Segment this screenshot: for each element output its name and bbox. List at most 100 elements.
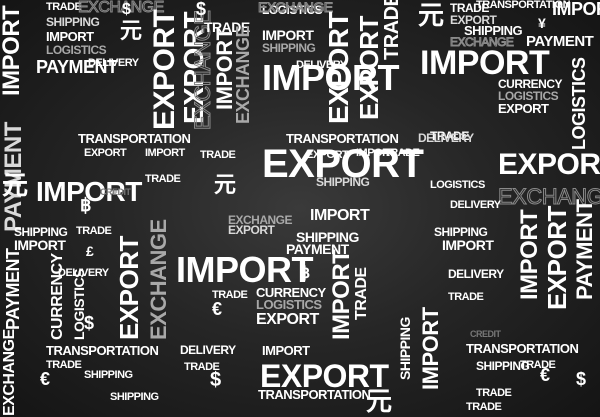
word-export: EXPORT xyxy=(450,13,497,27)
word-exchange: EXCHANGE xyxy=(233,25,253,124)
word-trade: TRADE xyxy=(200,149,236,161)
word-export: EXPORT xyxy=(260,358,389,394)
symbol-yen: ¥ xyxy=(538,15,546,31)
word-logistics: LOGISTICS xyxy=(256,297,322,312)
word-payment: PAYMENT xyxy=(3,248,23,330)
word-logistics: LOGISTICS xyxy=(569,57,589,150)
word-shipping: SHIPPING xyxy=(316,175,370,189)
word-trade: TRADE xyxy=(76,225,112,237)
symbol-euro: € xyxy=(40,369,50,389)
word-trade: TRADE xyxy=(381,0,403,60)
word-trade: TRADE xyxy=(145,173,181,185)
word-shipping: SHIPPING xyxy=(434,225,488,239)
word-payment: PAYMENT xyxy=(286,241,349,257)
word-import: IMPORT xyxy=(328,249,355,340)
word-trade: TRADE xyxy=(46,1,82,13)
word-delivery: DELIVERY xyxy=(418,131,474,145)
word-exchange: EXCHANGE xyxy=(146,219,171,340)
symbol-dollar: $ xyxy=(576,369,586,389)
symbol-yuan: 元 xyxy=(2,170,28,200)
word-currency: CURRENCY xyxy=(498,77,563,91)
symbol-pound: £ xyxy=(86,243,94,259)
word-currency: CURRENCY xyxy=(49,253,66,340)
word-shipping: SHIPPING xyxy=(84,369,133,381)
word-trade: TRADE xyxy=(476,387,512,399)
symbol-yuan: 元 xyxy=(120,18,142,43)
symbol-baht: ฿ xyxy=(300,265,310,282)
word-import: IMPORT xyxy=(145,147,185,159)
word-payment: PAYMENT xyxy=(36,57,118,77)
word-delivery: DELIVERY xyxy=(58,267,109,279)
word-export: EXPORT xyxy=(84,147,127,159)
word-logistics: LOGISTICS xyxy=(498,89,559,103)
word-transportation: TRANSPORTATION xyxy=(78,131,191,146)
symbol-dollar: $ xyxy=(84,313,94,333)
word-transportation: TRANSPORTATION xyxy=(258,387,371,402)
word-import: IMPORT xyxy=(356,147,396,159)
symbol-euro: € xyxy=(540,365,550,385)
word-credit: CREDIT xyxy=(470,329,501,339)
word-import: IMPORT xyxy=(442,237,494,253)
word-exchange: EXCHANGE xyxy=(497,184,600,209)
word-trade: TRADE xyxy=(212,289,248,301)
word-trade: TRADE xyxy=(353,267,370,320)
word-transportation: TRANSPORTATION xyxy=(466,341,579,356)
word-import: IMPORT xyxy=(46,29,94,44)
word-export: EXPORT xyxy=(498,101,549,116)
word-export: EXPORT xyxy=(498,148,600,181)
word-export: EXPORT xyxy=(262,142,424,186)
word-transportation: TRANSPORTATION xyxy=(46,343,159,358)
word-trade: TRADE xyxy=(184,361,220,373)
word-shipping: SHIPPING xyxy=(476,359,530,373)
word-export: EXPORT xyxy=(228,223,275,237)
word-shipping: SHIPPING xyxy=(46,15,100,29)
word-delivery: DELIVERY xyxy=(450,199,501,211)
word-export: EXPORT xyxy=(306,149,349,161)
word-import: IMPORT xyxy=(36,176,142,207)
word-logistics: LOGISTICS xyxy=(430,179,485,191)
word-payment: PAYMENT xyxy=(526,33,594,50)
word-exchange: EXCHANGE xyxy=(1,329,18,416)
word-delivery: DELIVERY xyxy=(180,343,236,357)
symbol-yuan: 元 xyxy=(366,386,392,416)
word-trade: TRADE xyxy=(46,359,82,371)
symbol-dollar: $ xyxy=(196,0,206,19)
symbol-yuan: 元 xyxy=(214,172,236,197)
word-trade: TRADE xyxy=(466,401,502,413)
word-import: IMPORT xyxy=(310,207,370,224)
word-import: IMPORT xyxy=(0,5,25,96)
word-trade: TRADE xyxy=(384,147,420,159)
symbol-baht: ฿ xyxy=(80,195,91,215)
word-exchange: EXCHANGE xyxy=(78,0,165,16)
word-export: EXPORT xyxy=(148,9,181,130)
word-import: IMPORT xyxy=(176,249,314,290)
word-transportation: TRANSPORTATION xyxy=(476,0,571,11)
word-import: IMPORT xyxy=(262,343,310,358)
word-trade: TRADE xyxy=(450,1,489,15)
word-shipping: SHIPPING xyxy=(397,317,413,380)
word-shipping: SHIPPING xyxy=(296,229,359,245)
word-import: IMPORT xyxy=(262,27,314,43)
word-exchange: EXCHANGE xyxy=(449,35,514,49)
symbol-yuan: 元 xyxy=(418,0,444,30)
word-shipping: SHIPPING xyxy=(110,391,159,403)
word-trade: TRADE xyxy=(448,291,484,303)
word-shipping: SHIPPING xyxy=(14,225,68,239)
word-delivery: DELIVERY xyxy=(448,267,504,281)
word-logistics: LOGISTICS xyxy=(262,3,323,17)
word-import: IMPORT xyxy=(418,307,443,390)
word-trade: TRADE xyxy=(430,129,469,143)
word-delivery: DELIVERY xyxy=(88,57,139,69)
word-transportation: TRANSPORTATION xyxy=(286,131,399,146)
word-logistics: LOGISTICS xyxy=(46,43,107,57)
word-export: EXPORT xyxy=(256,311,319,328)
symbol-dollar: $ xyxy=(210,369,221,391)
word-shipping: SHIPPING xyxy=(262,41,316,55)
symbol-euro: € xyxy=(212,299,222,319)
word-credit: CREDIT xyxy=(100,187,131,197)
word-import: IMPORT xyxy=(14,237,66,253)
word-exchange: EXCHANGE xyxy=(258,0,334,15)
word-import: IMPORT xyxy=(420,44,550,82)
symbol-dollar: $ xyxy=(122,1,131,18)
